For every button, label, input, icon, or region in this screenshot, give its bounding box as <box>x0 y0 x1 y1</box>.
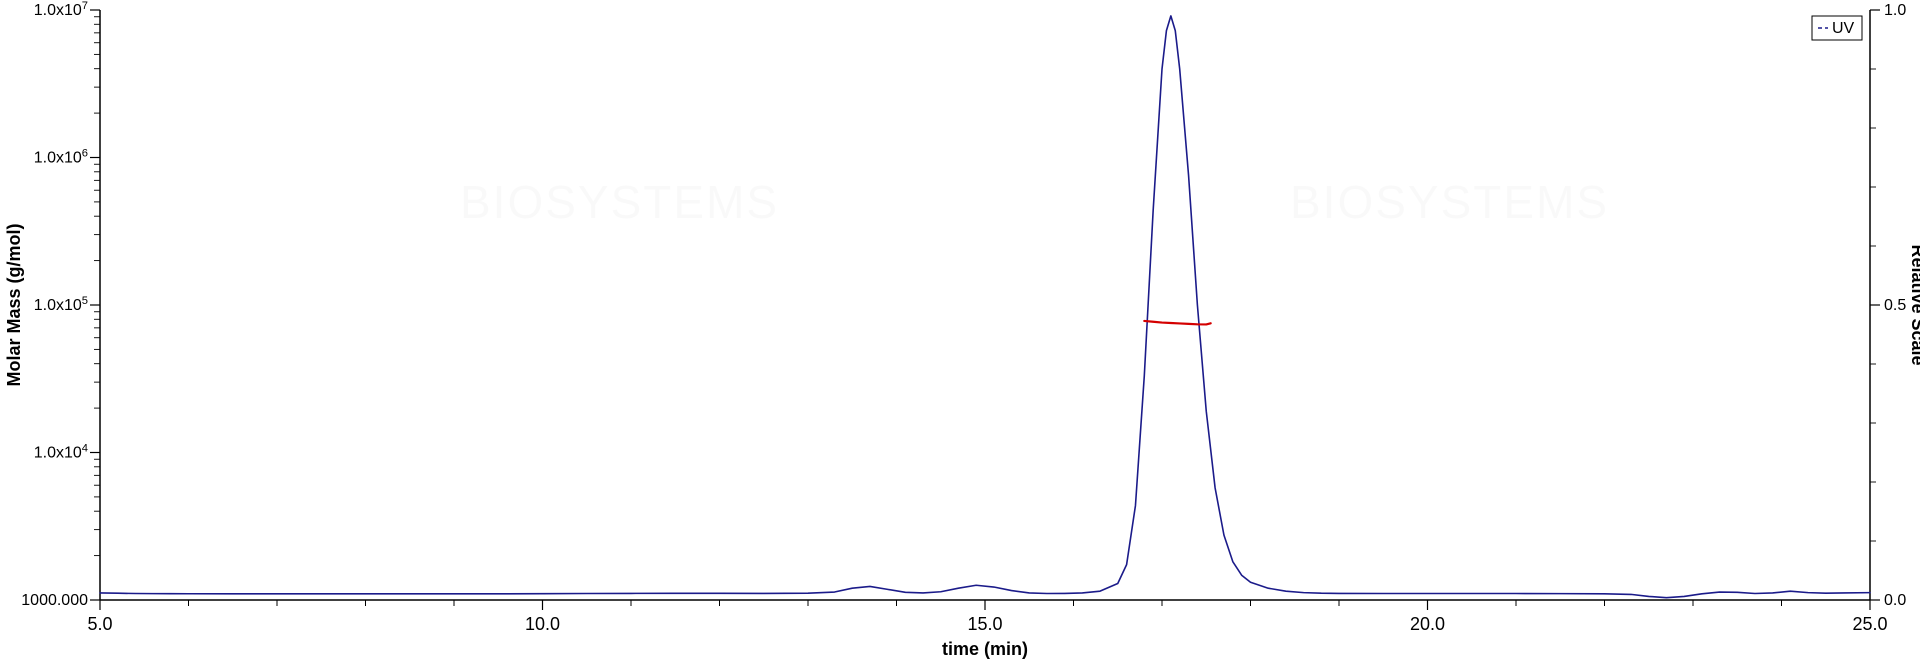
y-left-tick-label: 1.0x104 <box>34 443 88 462</box>
molar-mass-trace <box>1144 321 1210 325</box>
x-tick-label: 20.0 <box>1410 614 1445 634</box>
y-right-tick-label: 1.0 <box>1884 2 1906 19</box>
x-tick-label: 15.0 <box>967 614 1002 634</box>
y-left-tick-label: 1000.000 <box>21 592 88 609</box>
x-tick-label: 10.0 <box>525 614 560 634</box>
chart-svg: 5.0 10.0 15.0 20.0 25.0 time (min) 1000.000 1.0… <box>0 0 1920 672</box>
y-left-axis-label: Molar Mass (g/mol) <box>4 223 24 386</box>
uv-trace <box>100 16 1870 598</box>
y-left-tick-label: 1.0x106 <box>34 148 88 167</box>
y-left-tick-label: 1.0x105 <box>34 295 88 314</box>
chromatogram-chart: 5.0 10.0 15.0 20.0 25.0 time (min) 1000.000 1.0… <box>0 0 1920 672</box>
y-right-axis-label: Relative Scale <box>1908 244 1920 365</box>
y-right-tick-label: 0.0 <box>1884 592 1906 609</box>
legend-label: UV <box>1832 20 1855 37</box>
x-axis-label: time (min) <box>942 639 1028 659</box>
x-tick-label: 5.0 <box>87 614 112 634</box>
x-tick-label: 25.0 <box>1852 614 1887 634</box>
y-right-tick-label: 0.5 <box>1884 297 1906 314</box>
y-left-tick-label: 1.0x107 <box>34 0 88 19</box>
